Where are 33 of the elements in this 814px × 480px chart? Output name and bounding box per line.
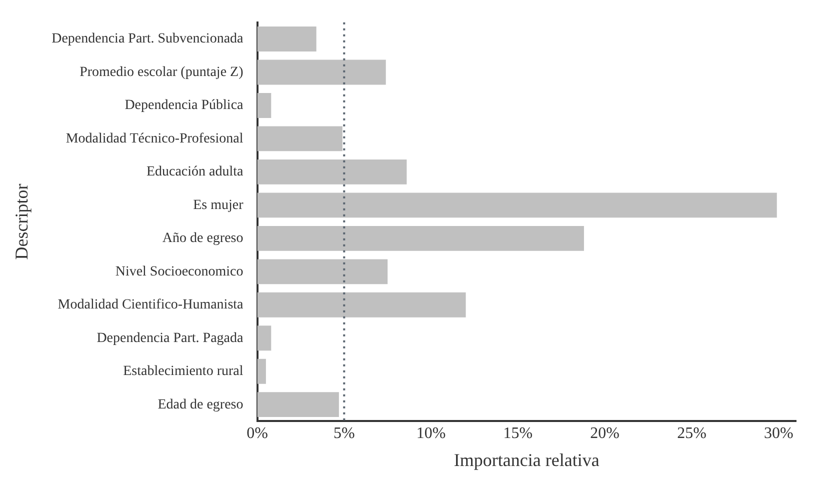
bar [257, 326, 272, 351]
x-tick-label: 15% [503, 425, 533, 442]
y-tick-label: Educación adulta [146, 164, 244, 180]
bar [257, 60, 386, 85]
y-axis-title: Descriptor [12, 184, 32, 260]
bar [257, 358, 266, 384]
y-tick-label: Edad de egreso [158, 397, 244, 412]
x-tick-label: 0% [246, 425, 268, 442]
y-tick-label: Es mujer [193, 198, 244, 213]
bar [257, 226, 584, 251]
bar [257, 259, 388, 284]
y-tick-label: Nivel Socioeconomico [115, 264, 244, 280]
x-tick-label: 10% [416, 425, 446, 442]
x-tick-label: 5% [333, 425, 355, 442]
bar [257, 192, 777, 218]
bar [257, 26, 316, 52]
y-tick-label: Modalidad Cientifico-Humanista [58, 298, 244, 313]
y-tick-label: Establecimiento rural [123, 364, 244, 380]
bar [257, 93, 272, 118]
y-tick-label: Promedio escolar (puntaje Z) [80, 64, 244, 80]
x-tick-label: 25% [677, 425, 706, 442]
bar [257, 126, 342, 152]
y-tick-label: Año de egreso [162, 231, 244, 246]
x-tick-label: 20% [590, 425, 620, 442]
x-tick-label: 30% [764, 425, 794, 442]
bar [257, 392, 339, 418]
y-tick-label: Modalidad Técnico-Profesional [66, 131, 244, 146]
x-axis-title: Importancia relativa [454, 450, 600, 470]
y-tick-label: Dependencia Part. Subvencionada [52, 32, 244, 47]
y-tick-label: Dependencia Part. Pagada [96, 330, 244, 346]
bar [257, 292, 466, 318]
y-tick-label: Dependencia Pública [124, 98, 244, 114]
bar [257, 159, 407, 184]
